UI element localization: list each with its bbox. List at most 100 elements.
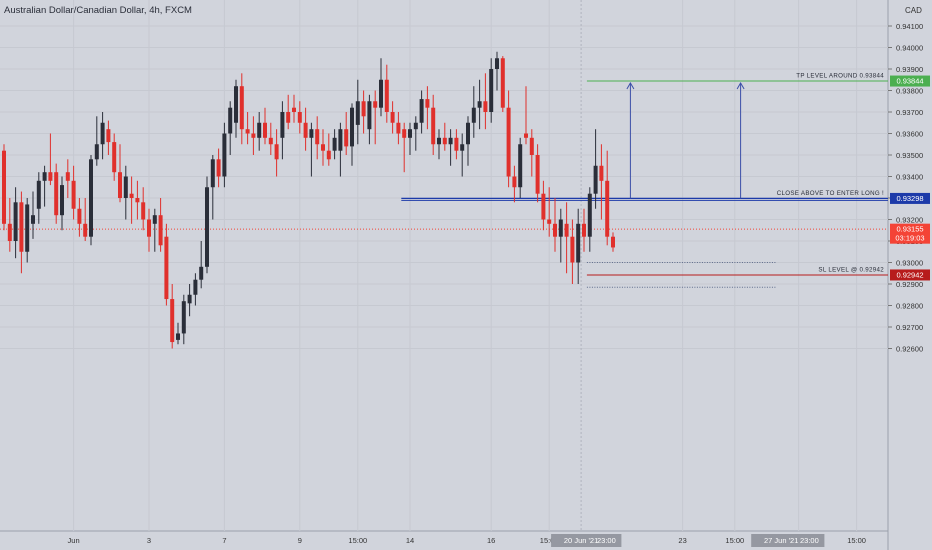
- candle[interactable]: [535, 144, 540, 203]
- candle[interactable]: [477, 79, 482, 130]
- candle[interactable]: [42, 165, 47, 207]
- candle[interactable]: [448, 129, 453, 166]
- candle[interactable]: [518, 137, 523, 198]
- candle[interactable]: [419, 90, 424, 134]
- candle[interactable]: [541, 180, 546, 231]
- candle[interactable]: [193, 273, 198, 306]
- candle[interactable]: [176, 322, 180, 345]
- candles[interactable]: [2, 51, 615, 349]
- candle[interactable]: [553, 198, 557, 252]
- candle[interactable]: [164, 223, 169, 306]
- candle[interactable]: [222, 122, 227, 188]
- candle[interactable]: [25, 198, 30, 263]
- candle[interactable]: [65, 159, 70, 198]
- candle[interactable]: [564, 202, 569, 274]
- candle[interactable]: [373, 90, 378, 145]
- candle[interactable]: [384, 64, 389, 123]
- candle[interactable]: [460, 133, 465, 177]
- candle[interactable]: [442, 122, 447, 151]
- candle[interactable]: [210, 155, 215, 220]
- candle[interactable]: [570, 219, 575, 285]
- candle[interactable]: [158, 198, 163, 252]
- candle[interactable]: [390, 101, 395, 134]
- candle[interactable]: [576, 208, 581, 284]
- candle[interactable]: [129, 176, 134, 224]
- candle[interactable]: [495, 51, 499, 91]
- candle[interactable]: [205, 176, 209, 274]
- candle[interactable]: [309, 122, 314, 177]
- candle[interactable]: [89, 155, 93, 246]
- candle[interactable]: [7, 198, 12, 252]
- candle[interactable]: [19, 191, 24, 274]
- candle[interactable]: [83, 198, 88, 241]
- candle[interactable]: [245, 112, 250, 145]
- candle[interactable]: [251, 116, 256, 155]
- candle[interactable]: [292, 94, 296, 123]
- candle[interactable]: [286, 94, 291, 130]
- candle[interactable]: [582, 208, 586, 252]
- candle[interactable]: [118, 144, 122, 203]
- candle[interactable]: [280, 101, 285, 160]
- candle[interactable]: [228, 101, 233, 155]
- candle[interactable]: [216, 148, 221, 188]
- candle[interactable]: [506, 90, 511, 188]
- candle[interactable]: [379, 58, 383, 117]
- candle[interactable]: [512, 165, 517, 203]
- candle[interactable]: [239, 73, 244, 145]
- candle[interactable]: [274, 129, 279, 177]
- candle[interactable]: [123, 165, 128, 220]
- candle[interactable]: [529, 129, 534, 177]
- candle[interactable]: [135, 180, 140, 220]
- candle[interactable]: [413, 116, 418, 151]
- candle[interactable]: [611, 232, 615, 252]
- candle[interactable]: [187, 284, 192, 317]
- candle[interactable]: [31, 191, 35, 239]
- candle[interactable]: [587, 187, 592, 252]
- candle[interactable]: [94, 116, 99, 166]
- candle[interactable]: [234, 79, 238, 138]
- candle[interactable]: [2, 144, 6, 231]
- candle[interactable]: [112, 133, 117, 181]
- candle[interactable]: [605, 150, 610, 246]
- candle[interactable]: [396, 112, 401, 145]
- candle[interactable]: [355, 79, 360, 145]
- candle[interactable]: [471, 86, 476, 138]
- candle[interactable]: [100, 112, 105, 160]
- candle[interactable]: [321, 129, 325, 166]
- candle[interactable]: [54, 163, 59, 224]
- candle[interactable]: [257, 112, 262, 151]
- candle[interactable]: [60, 176, 64, 231]
- candle[interactable]: [361, 90, 366, 134]
- candle[interactable]: [547, 187, 552, 237]
- candle[interactable]: [437, 129, 441, 160]
- candle[interactable]: [147, 208, 151, 252]
- candle[interactable]: [315, 116, 320, 160]
- candle[interactable]: [71, 165, 76, 220]
- candle[interactable]: [489, 58, 494, 123]
- candle[interactable]: [77, 198, 82, 237]
- candle[interactable]: [170, 284, 175, 349]
- candle[interactable]: [332, 129, 337, 160]
- candle[interactable]: [402, 122, 407, 173]
- candle[interactable]: [367, 94, 372, 145]
- candle[interactable]: [593, 129, 598, 209]
- candle[interactable]: [466, 116, 470, 166]
- candle[interactable]: [599, 144, 604, 220]
- candle[interactable]: [344, 112, 349, 155]
- candle[interactable]: [13, 187, 18, 259]
- candle[interactable]: [326, 133, 331, 166]
- candle[interactable]: [558, 208, 563, 263]
- candle[interactable]: [350, 103, 354, 166]
- candle[interactable]: [524, 86, 528, 145]
- candle[interactable]: [106, 120, 111, 155]
- candle[interactable]: [454, 129, 459, 160]
- candle[interactable]: [303, 107, 308, 151]
- candle[interactable]: [268, 122, 273, 155]
- candle[interactable]: [48, 133, 53, 186]
- candle[interactable]: [338, 122, 343, 177]
- candle[interactable]: [36, 172, 41, 224]
- candle[interactable]: [431, 94, 436, 155]
- candle[interactable]: [483, 73, 488, 130]
- candle[interactable]: [199, 241, 204, 289]
